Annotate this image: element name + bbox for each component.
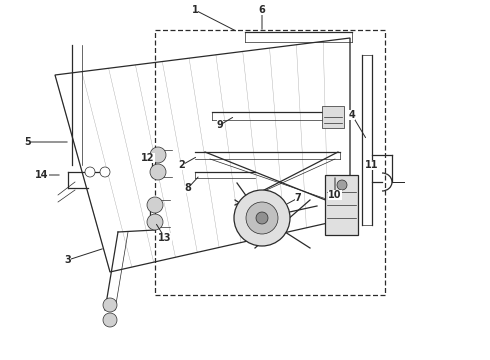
Circle shape [246, 202, 278, 234]
Circle shape [234, 190, 290, 246]
Circle shape [85, 167, 95, 177]
Text: 4: 4 [348, 110, 355, 120]
Text: 13: 13 [158, 233, 172, 243]
Text: 7: 7 [294, 193, 301, 203]
Text: 12: 12 [141, 153, 155, 163]
Text: 1: 1 [192, 5, 198, 15]
Text: 9: 9 [217, 120, 223, 130]
Text: 2: 2 [179, 160, 185, 170]
Circle shape [100, 167, 110, 177]
Polygon shape [325, 175, 358, 235]
Text: 11: 11 [365, 160, 379, 170]
Text: 3: 3 [65, 255, 72, 265]
Text: 6: 6 [259, 5, 266, 15]
Circle shape [147, 197, 163, 213]
Circle shape [337, 180, 347, 190]
Circle shape [150, 164, 166, 180]
Text: 5: 5 [24, 137, 31, 147]
Circle shape [147, 214, 163, 230]
Text: 8: 8 [185, 183, 192, 193]
Circle shape [103, 313, 117, 327]
Text: 14: 14 [35, 170, 49, 180]
Circle shape [150, 147, 166, 163]
Circle shape [103, 298, 117, 312]
Bar [322, 106, 344, 128]
Text: 10: 10 [328, 190, 342, 200]
Circle shape [256, 212, 268, 224]
